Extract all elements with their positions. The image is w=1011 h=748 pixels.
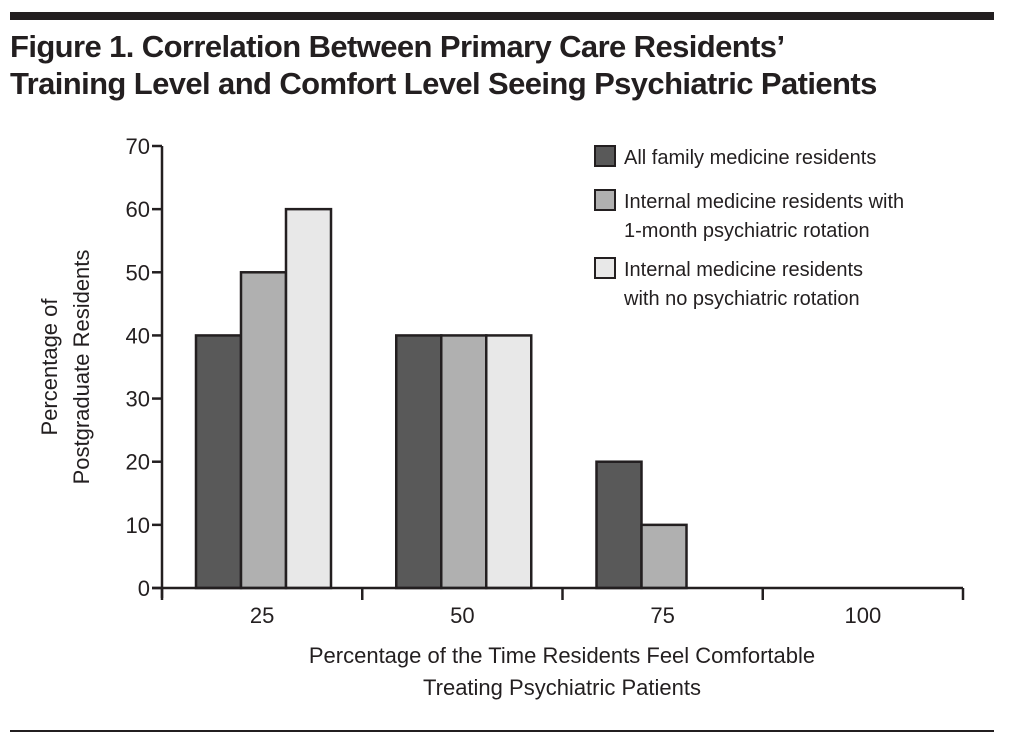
figure-title-line-2: Training Level and Comfort Level Seeing … [10,66,877,101]
legend-swatch-1 [594,145,616,167]
x-tick-label-100: 100 [845,603,882,628]
y-tick-label-0: 0 [138,576,150,601]
x-tick-label-25: 25 [250,603,274,628]
bar-50-series-3 [485,334,533,590]
axes-group [152,146,963,598]
bar-50-series-2 [440,334,488,590]
bottom-rule [10,730,994,732]
bar-75-series-2 [640,523,688,590]
legend-label-2-line-1: Internal medicine residents with [624,191,904,213]
bar-50-series-1 [395,334,443,590]
bar-75-series-1 [595,460,643,590]
x-axis-title-line-1: Percentage of the Time Residents Feel Co… [309,643,815,668]
bar-25-series-2 [239,271,288,590]
y-tick-label-20: 20 [126,450,150,475]
y-tick-label-40: 40 [126,323,150,348]
x-ticks-group: 25 50 75 100 [160,588,965,628]
legend-label-3-line-1: Internal medicine residents [624,259,863,281]
x-axis-title-line-2: Treating Psychiatric Patients [423,675,701,700]
y-ticks-group: 0 10 20 30 40 50 60 70 [126,134,162,601]
figure-title-line-1: Figure 1. Correlation Between Primary Ca… [10,29,785,64]
legend-label-1-line-1: All family medicine residents [624,147,876,169]
y-tick-label-10: 10 [126,513,150,538]
y-tick-label-30: 30 [126,387,150,412]
axis-titles: Percentage of the Time Residents Feel Co… [37,250,815,700]
figure-title: Figure 1. Correlation Between Primary Ca… [10,28,1000,102]
y-tick-label-60: 60 [126,197,150,222]
bars-group [194,207,688,590]
x-tick-label-50: 50 [450,603,474,628]
y-tick-label-70: 70 [126,134,150,159]
bar-25-series-3 [284,207,333,590]
legend: All family medicine residents Internal me… [594,145,904,310]
legend-label-3-line-2: with no psychiatric rotation [623,288,860,310]
y-axis-title-line-1: Percentage of [37,298,62,436]
x-tick-label-75: 75 [650,603,674,628]
top-rule [10,12,994,20]
y-tick-label-50: 50 [126,260,150,285]
bar-25-series-1 [194,334,243,590]
legend-label-2-line-2: 1-month psychiatric rotation [624,220,870,242]
legend-swatch-3 [594,257,616,279]
legend-swatch-2 [594,189,616,211]
y-axis-title-line-2: Postgraduate Residents [69,250,94,485]
